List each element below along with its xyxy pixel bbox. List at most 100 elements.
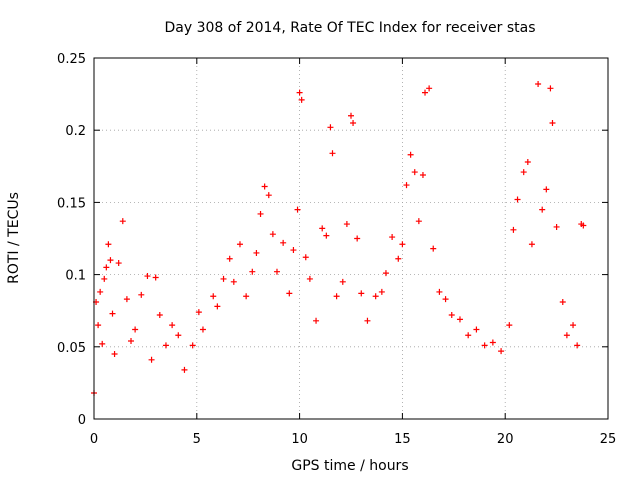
data-point	[123, 296, 130, 303]
data-point	[350, 119, 357, 126]
data-point	[294, 206, 301, 213]
data-point	[473, 326, 480, 333]
x-tick-label: 10	[291, 432, 308, 447]
x-tick-label: 0	[90, 432, 98, 447]
data-point	[570, 322, 577, 329]
data-point	[448, 312, 455, 319]
x-tick-label: 15	[394, 432, 411, 447]
data-point	[144, 273, 151, 280]
x-tick-label: 25	[600, 432, 617, 447]
data-point	[214, 303, 221, 310]
data-point	[115, 260, 122, 267]
data-point	[547, 85, 554, 92]
data-point	[109, 310, 116, 317]
data-point	[107, 257, 114, 264]
y-tick-label: 0.1	[65, 269, 86, 284]
data-point	[407, 151, 414, 158]
data-point	[395, 255, 402, 262]
data-point	[156, 312, 163, 319]
data-point	[510, 226, 517, 233]
data-point	[382, 270, 389, 277]
data-point	[339, 278, 346, 285]
data-point	[539, 206, 546, 213]
data-point	[313, 317, 320, 324]
plot-frame	[93, 57, 609, 420]
data-point	[138, 291, 145, 298]
x-tick-label: 5	[193, 432, 201, 447]
data-point	[456, 316, 463, 323]
data-point	[465, 332, 472, 339]
data-point	[253, 249, 260, 256]
data-point	[257, 210, 264, 217]
data-point	[574, 342, 581, 349]
data-point	[111, 351, 118, 358]
data-point	[514, 196, 521, 203]
y-tick-label: 0.25	[57, 52, 86, 67]
y-tick-label: 0.15	[57, 196, 86, 211]
data-point	[489, 339, 496, 346]
data-point	[430, 245, 437, 252]
data-point	[189, 342, 196, 349]
data-point	[333, 293, 340, 300]
data-point	[481, 342, 488, 349]
data-point	[580, 222, 587, 229]
data-point	[348, 112, 354, 119]
data-point	[306, 275, 313, 282]
data-point	[162, 342, 169, 349]
data-point	[389, 234, 396, 241]
data-point	[302, 254, 309, 261]
grid-lines	[94, 58, 608, 419]
data-point	[327, 124, 334, 131]
data-point	[563, 332, 570, 339]
data-point	[319, 225, 326, 232]
data-point	[152, 274, 159, 281]
data-point	[97, 288, 104, 295]
y-axis-label: ROTI / TECUs	[6, 192, 22, 284]
data-point	[296, 89, 303, 96]
data-point	[249, 268, 256, 275]
data-point	[358, 290, 365, 297]
axis-ticks: 0 5 10 15 20 25 0 0.05 0.1 0.15 0.2 0.25	[57, 52, 616, 447]
data-point	[243, 293, 250, 300]
data-point	[273, 268, 280, 275]
data-point	[426, 85, 433, 92]
data-point	[354, 235, 361, 242]
data-point	[436, 288, 443, 295]
data-point	[175, 332, 182, 339]
data-point	[329, 150, 336, 157]
data-point	[520, 169, 527, 176]
data-points	[91, 80, 587, 397]
data-point	[280, 239, 287, 246]
data-point	[119, 218, 126, 225]
data-point	[415, 218, 422, 225]
data-point	[95, 322, 102, 329]
data-point	[378, 288, 385, 295]
data-point	[230, 278, 237, 285]
data-point	[422, 89, 429, 96]
data-point	[261, 183, 268, 190]
data-point	[101, 275, 108, 282]
data-point	[99, 340, 106, 347]
data-point	[103, 264, 110, 271]
data-point	[528, 241, 535, 248]
data-point	[105, 241, 112, 248]
x-axis-label: GPS time / hours	[291, 458, 408, 474]
data-point	[403, 182, 410, 189]
data-point	[399, 241, 406, 248]
data-point	[226, 255, 233, 262]
data-point	[181, 366, 188, 373]
data-point	[169, 322, 176, 329]
data-point	[220, 275, 227, 282]
data-point	[372, 293, 379, 300]
data-point	[343, 221, 350, 228]
data-point	[128, 338, 135, 345]
data-point	[148, 356, 155, 363]
data-point	[210, 293, 217, 300]
data-point	[195, 309, 202, 316]
data-point	[553, 223, 560, 230]
data-point	[298, 96, 305, 103]
x-tick-label: 20	[497, 432, 514, 447]
data-point	[269, 231, 276, 238]
